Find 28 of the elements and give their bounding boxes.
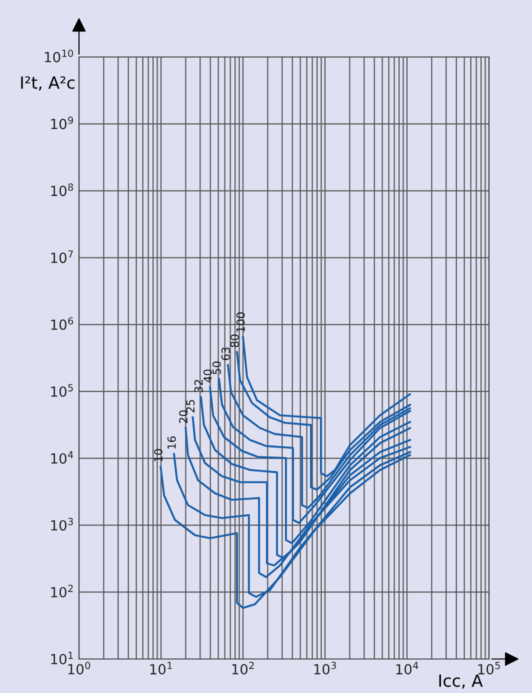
x-tick-label: 10$^{2}$: [232, 662, 254, 675]
x-tick-label: 10$^{4}$: [396, 662, 418, 675]
text: 32: [194, 380, 203, 392]
text: 40: [203, 370, 212, 382]
y-axis-title: I²t, A²c: [21, 76, 74, 91]
y-tick-label: 10$^{9}$: [51, 116, 74, 130]
y-tick-label: 10$^{6}$: [51, 317, 74, 330]
text: 20: [179, 410, 188, 424]
x-tick-label: 10$^{1}$: [150, 662, 172, 675]
y-tick-label: 10$^{7}$: [51, 250, 73, 264]
text: 25: [186, 400, 195, 412]
x-axis-title: Icc, A: [439, 674, 483, 689]
y-tick-label: 10$^{3}$: [51, 518, 73, 531]
y-tick-label: 10$^{8}$: [51, 183, 74, 196]
y-tick-label: 10$^{2}$: [51, 584, 73, 598]
y-tick-label: 10$^{5}$: [51, 384, 73, 397]
x-tick-label: 10$^{5}$: [478, 662, 500, 675]
text: 10: [154, 449, 162, 462]
x-tick-label: 10$^{3}$: [314, 662, 336, 675]
x-tick-label: 10$^{0}$: [68, 662, 90, 675]
text: 63: [221, 348, 230, 360]
y-tick-label: 10$^{10}$: [44, 50, 73, 62]
text: 50: [212, 362, 221, 374]
text: 100: [236, 312, 245, 332]
y-tick-label: 10$^{1}$: [51, 652, 73, 664]
y-tick-label: 10$^{4}$: [51, 451, 74, 464]
text: 80: [230, 334, 239, 348]
text: 16: [167, 436, 176, 449]
